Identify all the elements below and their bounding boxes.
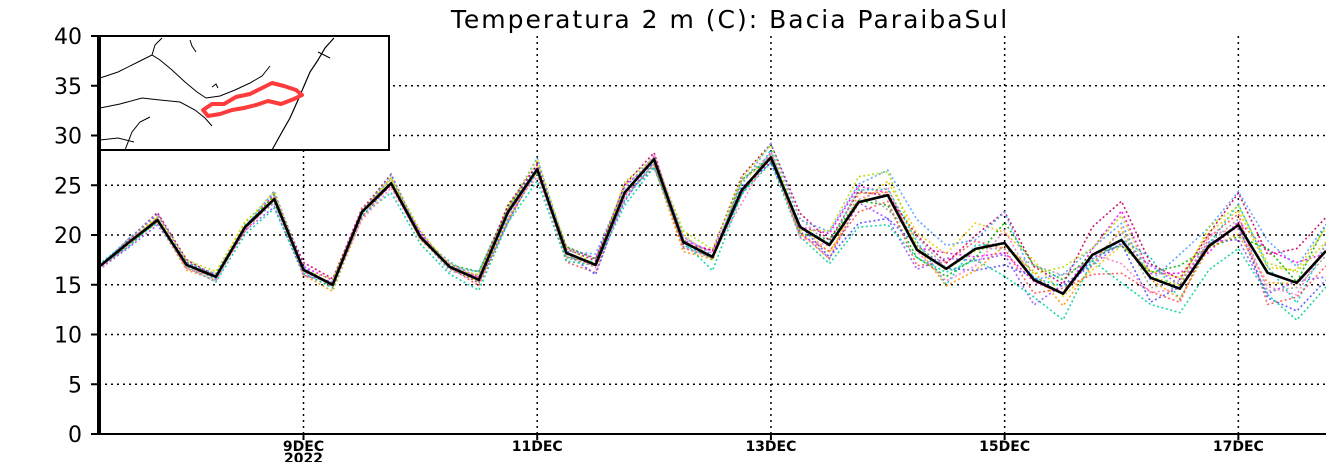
inset-frame — [99, 35, 390, 151]
ensemble-member-line — [98, 142, 1326, 286]
ensemble-member-line — [98, 157, 1326, 295]
ensemble-member-line — [98, 159, 1326, 306]
ensemble-mean-series — [98, 156, 1326, 296]
inset-border — [99, 97, 213, 127]
inset-map — [99, 35, 390, 151]
y-tick-label: 30 — [54, 125, 82, 150]
x-tick-sublabel: 2022 — [284, 451, 323, 462]
ensemble-members — [98, 141, 1326, 322]
inset-border — [317, 51, 331, 59]
y-tick-label: 15 — [54, 274, 82, 299]
chart-title: Temperatura 2 m (C): Bacia ParaibaSul — [450, 5, 1009, 34]
x-tick-label: 13DEC — [745, 439, 796, 455]
x-tick-label: 17DEC — [1213, 439, 1264, 455]
y-tick-label: 5 — [68, 373, 82, 398]
y-tick-labels: 0 5 10 15 20 25 30 35 40 — [54, 25, 99, 448]
ensemble-member-line — [98, 149, 1326, 296]
y-tick-label: 20 — [54, 224, 82, 249]
y-tick-label: 35 — [54, 75, 82, 100]
inset-border — [151, 37, 163, 56]
basin-outline — [201, 81, 304, 118]
inset-border — [205, 65, 271, 99]
mean-line — [98, 156, 1326, 296]
y-tick-label: 10 — [54, 324, 82, 349]
inset-coastline — [271, 37, 335, 151]
ensemble-member-line — [98, 148, 1326, 305]
x-tick-label: 9DEC — [283, 439, 324, 455]
inset-border — [99, 54, 207, 99]
inset-border — [99, 137, 135, 143]
x-tick-label: 15DEC — [979, 439, 1030, 455]
y-tick-label: 40 — [54, 25, 82, 50]
inset-border — [189, 39, 197, 53]
y-tick-label: 25 — [54, 174, 82, 199]
ensemble-member-line — [98, 154, 1326, 308]
inset-feature — [211, 83, 219, 89]
ensemble-member-line — [98, 161, 1326, 322]
y-tick-label: 0 — [68, 423, 82, 448]
ensemble-member-line — [98, 155, 1326, 298]
x-tick-label: 11DEC — [512, 439, 563, 455]
